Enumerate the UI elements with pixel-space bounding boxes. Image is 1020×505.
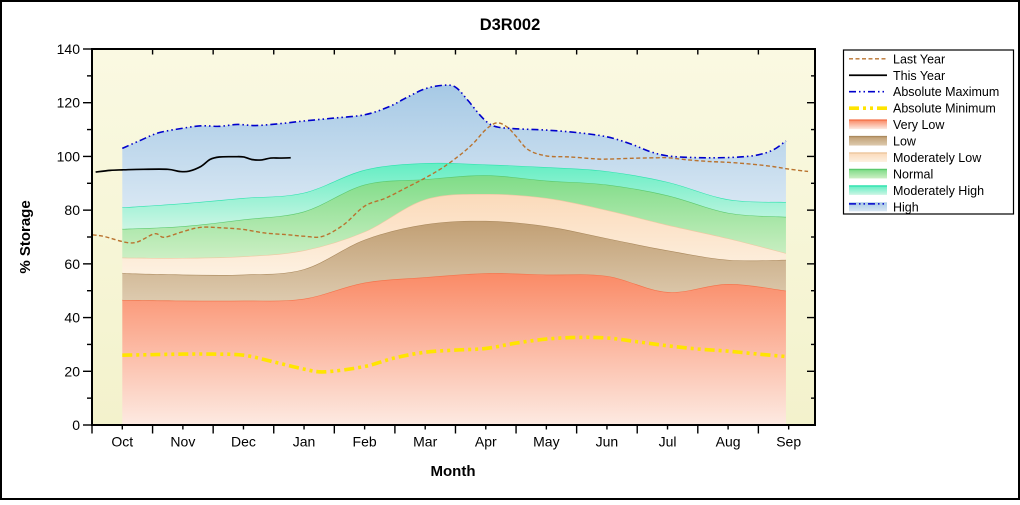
legend-item-moderately-high: Moderately High — [849, 184, 984, 198]
legend-label-normal: Normal — [893, 167, 933, 181]
y-tick-label-40: 40 — [64, 310, 80, 326]
x-tick-label-feb: Feb — [353, 434, 377, 450]
x-tick-label-mar: Mar — [413, 434, 437, 450]
legend-label-moderately-high: Moderately High — [893, 184, 984, 198]
x-tick-label-dec: Dec — [231, 434, 256, 450]
x-tick-label-aug: Aug — [716, 434, 741, 450]
legend-item-very-low: Very Low — [849, 118, 945, 132]
x-tick-label-sep: Sep — [776, 434, 801, 450]
y-tick-label-60: 60 — [64, 256, 80, 272]
legend-label-moderately-low: Moderately Low — [893, 151, 982, 165]
band-edge-moderately-high — [122, 162, 786, 209]
series-lines-layer — [92, 84, 809, 374]
legend-items: Last Year This Year Absolute Maximum Absolu… — [849, 52, 999, 214]
legend-label-absolute-maximum: Absolute Maximum — [893, 85, 999, 99]
line-last-year — [92, 122, 809, 244]
legend-label-last-year: Last Year — [893, 52, 945, 66]
band-moderately-high — [122, 162, 786, 229]
band-high — [122, 85, 786, 208]
legend-swatch-moderately-high — [849, 185, 887, 195]
band-very-low — [122, 273, 786, 425]
band-moderately-low — [122, 194, 786, 276]
legend-item-absolute-maximum: Absolute Maximum — [849, 85, 999, 99]
plot-border — [91, 48, 816, 426]
line-absolute-maximum — [121, 84, 787, 159]
y-tick-label-0: 0 — [72, 417, 80, 433]
y-tick-labels: 0 20 40 60 80 100 120 140 — [57, 41, 81, 433]
x-tick-label-oct: Oct — [111, 434, 133, 450]
legend-label-absolute-minimum: Absolute Minimum — [893, 102, 996, 116]
legend-swatch-low — [849, 136, 887, 146]
band-edge-normal — [122, 174, 786, 230]
x-axis-label: Month — [431, 463, 476, 480]
y-tick-label-100: 100 — [57, 148, 81, 164]
legend-label-this-year: This Year — [893, 69, 945, 83]
band-normal — [122, 175, 786, 259]
x-tick-label-jun: Jun — [596, 434, 619, 450]
legend-item-low: Low — [849, 135, 917, 149]
x-tick-label-jul: Jul — [659, 434, 677, 450]
band-low — [122, 220, 786, 301]
legend-label-low: Low — [893, 135, 917, 149]
legend-label-high: High — [893, 200, 919, 214]
chart-title: D3R002 — [480, 16, 541, 34]
x-tick-label-apr: Apr — [475, 434, 497, 450]
x-tick-labels: Oct Nov Dec Jan Feb Mar Apr May Jun Jul Aug Sep — [111, 434, 801, 450]
y-tick-label-20: 20 — [64, 363, 80, 379]
legend-swatch-normal — [849, 169, 887, 179]
y-tick-label-140: 140 — [57, 41, 81, 57]
y-axis-label: % Storage — [17, 200, 34, 273]
legend-item-this-year: This Year — [849, 69, 945, 83]
y-tick-label-120: 120 — [57, 95, 81, 111]
legend-item-high: High — [849, 200, 919, 214]
x-tick-label-nov: Nov — [170, 434, 195, 450]
y-tick-label-80: 80 — [64, 202, 80, 218]
legend-swatch-moderately-low — [849, 153, 887, 162]
x-tick-label-may: May — [533, 434, 559, 450]
bands-layer — [122, 85, 787, 425]
line-this-year — [95, 155, 291, 173]
legend-item-normal: Normal — [849, 167, 933, 181]
line-absolute-minimum — [122, 335, 787, 374]
legend-swatch-high — [849, 202, 887, 212]
legend-item-last-year: Last Year — [849, 52, 945, 66]
legend: Last Year This Year Absolute Maximum Absolu… — [842, 49, 1015, 215]
x-tick-label-jan: Jan — [293, 434, 316, 450]
legend-swatch-very-low — [849, 120, 887, 130]
legend-label-very-low: Very Low — [893, 118, 945, 132]
legend-item-absolute-minimum: Absolute Minimum — [849, 102, 996, 116]
axis-ticks — [83, 48, 815, 434]
legend-item-moderately-low: Moderately Low — [849, 151, 982, 165]
